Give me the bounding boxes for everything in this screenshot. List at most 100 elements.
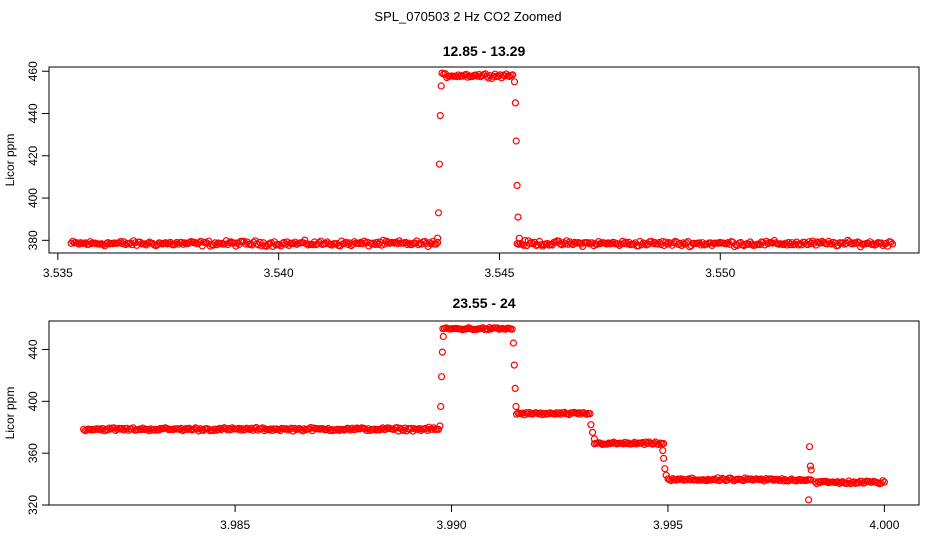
panel-top-data-point [788, 239, 796, 247]
panel-top-data-point [641, 239, 649, 247]
panel-bottom-data-point [509, 339, 518, 347]
panel-bottom-points [79, 324, 889, 504]
panel-top-data-point [221, 240, 229, 248]
panel-bottom: 23.55 - 24 Licor ppm 3.985 3.990 3.995 4.00… [3, 295, 920, 532]
panel-top-data-point [437, 82, 445, 90]
panel-bottom-y-tick-label: 320 [26, 495, 40, 515]
panel-top-data-point [730, 243, 739, 251]
panel-bottom-data-point [241, 425, 249, 434]
panel-top-y-tick-label: 400 [26, 188, 40, 208]
panel-top-data-point [144, 239, 152, 247]
panel-bottom-data-point [438, 348, 446, 356]
panel-bottom-ylabel: Licor ppm [3, 387, 17, 440]
panel-bottom-data-point [586, 410, 594, 418]
panel-top-data-point [421, 237, 429, 246]
figure-suptitle: SPL_070503 2 Hz CO2 Zoomed [374, 9, 561, 24]
panel-bottom-data-point [430, 424, 438, 432]
panel-top-data-point [679, 239, 687, 247]
panel-bottom-data-point [662, 471, 670, 479]
panel-top-frame [48, 66, 920, 254]
panel-top-data-point [511, 99, 520, 107]
panel-top-data-point [662, 238, 670, 246]
panel-bottom-y-tick-label: 440 [26, 339, 40, 359]
panel-bottom-data-point [436, 422, 444, 430]
panel-top-data-point [177, 238, 186, 246]
panel-bottom-data-point [879, 477, 887, 485]
panel-top-data-point [283, 238, 291, 246]
panel-bottom-y-tick-label: 400 [26, 391, 40, 411]
panel-bottom-data-point [246, 425, 254, 434]
panel-top-x-tick-label: 3.545 [484, 266, 514, 280]
panel-top: 12.85 - 13.29 Licor ppm 3.535 3.540 3.545 3… [3, 43, 920, 280]
panel-bottom-data-point [437, 402, 445, 411]
panel-bottom-x-tick-label: 3.990 [437, 518, 467, 532]
panel-bottom-data-point [512, 402, 520, 411]
panel-bottom-data-point [659, 447, 667, 455]
panel-bottom-data-point [807, 476, 815, 484]
panel-top-data-point [724, 239, 732, 247]
panel-bottom-y-tick-label: 360 [26, 443, 40, 463]
panel-top-data-point [403, 240, 411, 249]
panel-bottom-x-tick-label: 3.995 [653, 518, 683, 532]
panel-top-ylabel: Licor ppm [3, 134, 17, 187]
panel-top-x-tick-label: 3.550 [705, 266, 735, 280]
panel-top-data-point [473, 72, 481, 80]
panel-top-data-point [583, 239, 592, 247]
panel-top-data-point [515, 234, 523, 242]
panel-top-data-point [864, 239, 873, 248]
panel-bottom-data-point [880, 478, 889, 486]
panel-bottom-x-axis: 3.985 3.990 3.995 4.000 [220, 504, 900, 532]
panel-top-data-point [464, 73, 472, 81]
panel-bottom-data-point [806, 462, 815, 470]
panel-bottom-data-point [554, 410, 562, 418]
panel-top-data-point [509, 71, 517, 79]
panel-top-points [67, 69, 897, 251]
panel-bottom-data-point [209, 427, 217, 435]
panel-top-data-point [115, 239, 123, 247]
panel-bottom-data-point [291, 424, 299, 432]
panel-top-data-point [510, 78, 519, 86]
panel-top-data-point [301, 236, 309, 244]
panel-top-data-point [514, 213, 522, 221]
panel-bottom-data-point [768, 475, 776, 483]
panel-top-data-point [786, 241, 794, 249]
panel-top-data-point [805, 238, 814, 246]
panel-bottom-data-point [299, 427, 307, 435]
panel-bottom-data-point [511, 384, 519, 392]
panel-top-data-point [197, 237, 205, 245]
panel-top-data-point [360, 237, 368, 245]
panel-top-data-point [512, 137, 520, 145]
panel-top-data-point [256, 238, 264, 246]
panel-bottom-data-point [773, 475, 781, 483]
panel-top-data-point [378, 241, 386, 249]
panel-bottom-data-point [283, 425, 291, 433]
panel-bottom-data-point [661, 465, 669, 473]
panel-top-data-point [663, 240, 671, 248]
panel-top-data-point [513, 181, 521, 189]
panel-bottom-data-point [494, 324, 502, 332]
panel-top-data-point [872, 240, 881, 248]
panel-bottom-data-point [435, 425, 443, 433]
panel-top-data-point [171, 240, 179, 248]
panel-top-y-tick-label: 380 [26, 230, 40, 250]
panel-bottom-y-axis: 320 360 400 440 [26, 339, 50, 515]
panel-top-data-point [434, 238, 442, 246]
panel-bottom-data-point [139, 424, 147, 432]
panel-bottom-data-point [347, 426, 355, 434]
panel-bottom-data-point [659, 454, 668, 462]
panel-top-data-point [436, 111, 444, 120]
panel-bottom-data-point [659, 439, 668, 448]
panel-bottom-data-point [508, 325, 516, 333]
panel-bottom-data-point [214, 425, 222, 433]
panel-top-y-tick-label: 440 [26, 103, 40, 123]
panel-bottom-data-point [118, 424, 126, 433]
panel-bottom-data-point [155, 426, 163, 434]
panel-top-data-point [344, 240, 352, 249]
panel-bottom-data-point [667, 476, 675, 485]
panel-bottom-data-point [260, 427, 268, 435]
panel-bottom-data-point [587, 421, 595, 429]
panel-bottom-data-point [163, 424, 171, 432]
panel-top-data-point [179, 240, 187, 248]
panel-bottom-data-point [642, 438, 650, 446]
